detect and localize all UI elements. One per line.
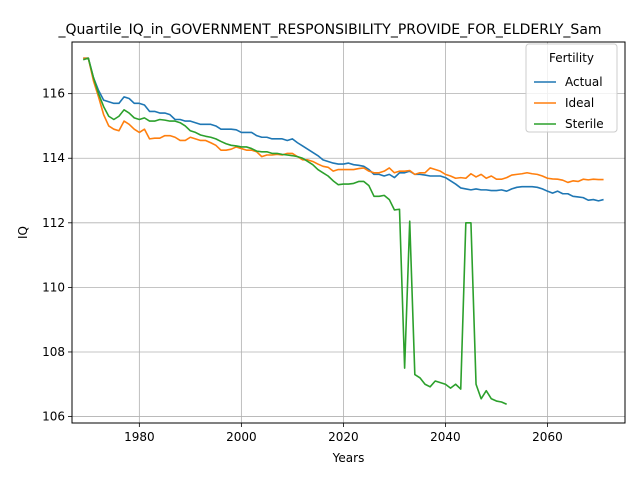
chart-title: _Quartile_IQ_in_GOVERNMENT_RESPONSIBILIT… bbox=[57, 22, 601, 38]
y-axis: 106 108 110 112 114 116 bbox=[42, 87, 72, 424]
y-tick-label: 106 bbox=[42, 410, 65, 424]
legend-label-sterile: Sterile bbox=[565, 117, 604, 131]
y-tick-label: 112 bbox=[42, 216, 65, 230]
y-axis-label: IQ bbox=[16, 226, 30, 239]
y-tick-label: 116 bbox=[42, 87, 65, 101]
y-tick-label: 110 bbox=[42, 280, 65, 294]
legend-title: Fertility bbox=[549, 51, 594, 65]
x-axis-label: Years bbox=[332, 451, 365, 465]
x-axis: 1980 2000 2020 2040 2060 bbox=[124, 423, 563, 444]
x-tick-label: 2040 bbox=[430, 430, 461, 444]
x-tick-label: 2020 bbox=[328, 430, 359, 444]
y-tick-label: 108 bbox=[42, 345, 65, 359]
x-tick-label: 2060 bbox=[532, 430, 563, 444]
x-tick-label: 2000 bbox=[226, 430, 257, 444]
legend-label-actual: Actual bbox=[565, 75, 603, 89]
legend: Fertility Actual Ideal Sterile bbox=[526, 44, 617, 132]
legend-label-ideal: Ideal bbox=[565, 96, 594, 110]
x-tick-label: 1980 bbox=[124, 430, 155, 444]
y-tick-label: 114 bbox=[42, 151, 65, 165]
